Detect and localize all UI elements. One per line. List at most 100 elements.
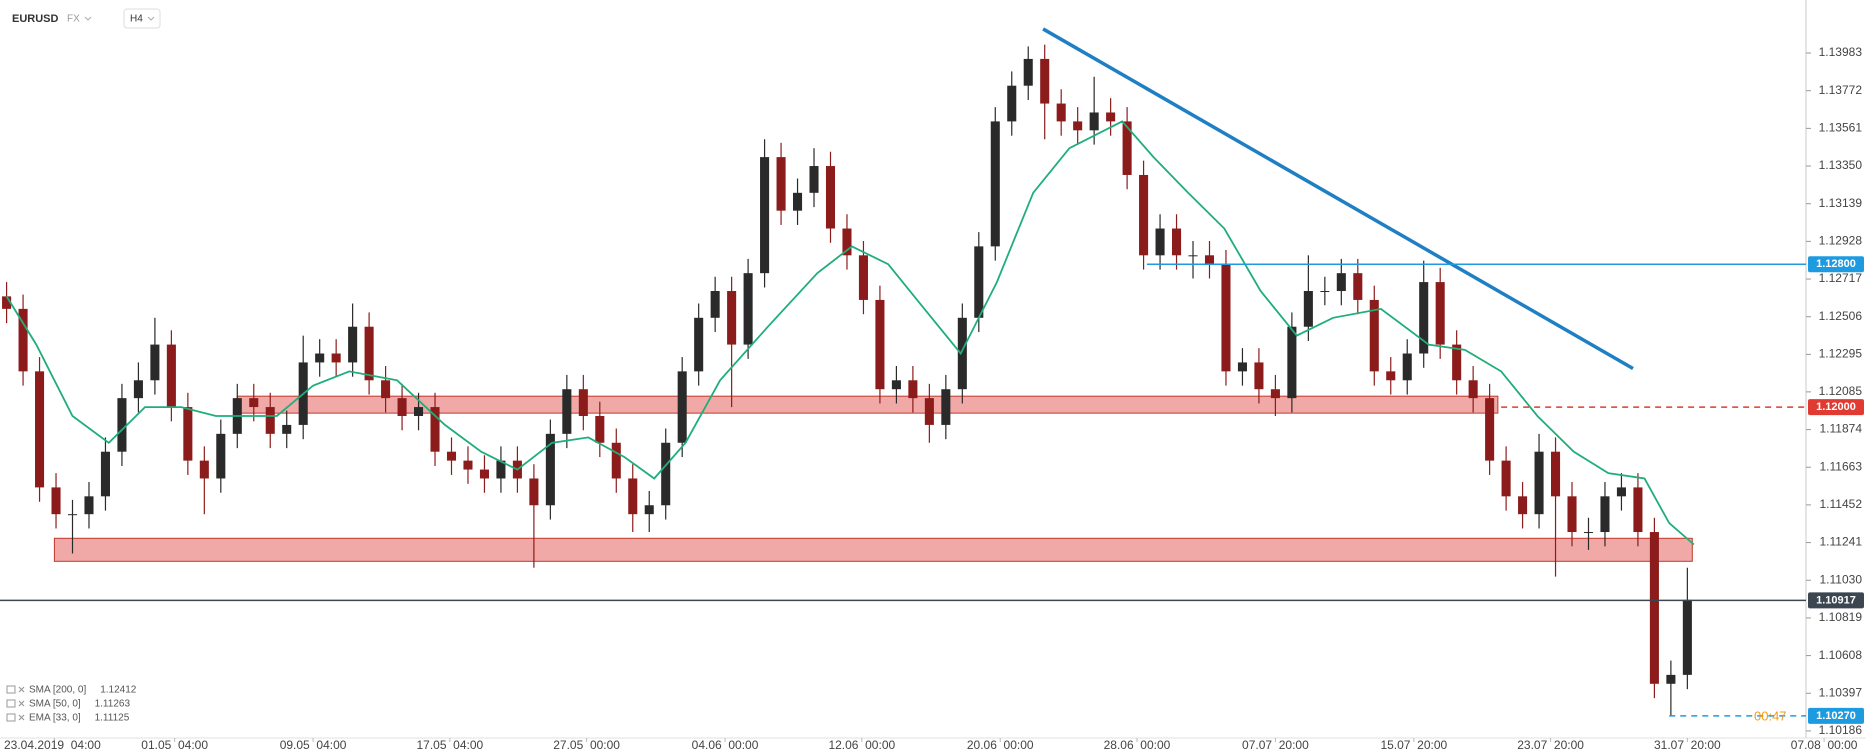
candle-body [1633, 487, 1643, 533]
market: FX [67, 14, 80, 25]
legend-value: 1.11263 [95, 699, 131, 710]
y-tick-label: 1.10397 [1819, 685, 1863, 699]
candle-body [1369, 299, 1379, 372]
candle-body [1320, 291, 1330, 293]
legend-value: 1.12412 [100, 685, 137, 696]
legend-label: SMA [50, 0] [29, 699, 81, 710]
candle-body [1583, 532, 1594, 534]
candle-body [166, 344, 176, 408]
legend-icon [6, 685, 16, 694]
timeframe-box[interactable] [123, 8, 161, 29]
x-tick-label: 23.07 20:00 [1517, 738, 1584, 752]
ema-line [5, 120, 1695, 546]
candle-body [1386, 371, 1396, 381]
timeframe[interactable]: H4 [130, 14, 143, 25]
candle-body [727, 291, 737, 345]
candle-body [1023, 58, 1033, 86]
x-tick-label: 04.06 00:00 [692, 738, 759, 752]
candle-body [793, 192, 803, 211]
candle-body [941, 389, 951, 425]
y-tick-label: 1.13772 [1819, 83, 1863, 97]
candle-body [84, 496, 94, 515]
x-tick-label: 15.07 20:00 [1380, 738, 1447, 752]
candle-body [694, 317, 704, 372]
candle-body [1649, 532, 1659, 684]
candle-body [1336, 273, 1346, 292]
candle-body [18, 308, 28, 372]
x-tick-label: 23.04.2019 04:00 [4, 738, 101, 752]
candle-body [908, 380, 918, 399]
y-tick-label: 1.10819 [1819, 610, 1863, 624]
candle-body [842, 228, 852, 256]
candle-body [529, 478, 539, 506]
candle-body [1567, 496, 1577, 533]
candle-body [100, 451, 110, 497]
candle-body [1040, 58, 1050, 104]
candle-body [974, 246, 984, 318]
candle-body [776, 157, 786, 211]
price-label-box [1808, 707, 1864, 724]
price-label: 1.12800 [1816, 258, 1856, 270]
candle-body [265, 407, 275, 434]
candle-body [611, 442, 621, 479]
x-tick-label: 17.05 04:00 [416, 738, 483, 752]
candle-body [364, 326, 374, 381]
candle-body [661, 442, 671, 506]
support-zone [236, 395, 1499, 414]
candle-body [710, 291, 720, 318]
symbol[interactable]: EURUSD [12, 13, 59, 25]
candle-body [760, 157, 770, 274]
price-label-box [1808, 399, 1864, 416]
candle-body [809, 166, 819, 193]
legend-label: EMA [33, 0] [29, 713, 81, 724]
candle-body [331, 353, 341, 363]
candle-body [1353, 273, 1363, 300]
candle-body [1666, 674, 1676, 684]
candle-body [1600, 496, 1610, 533]
candle-body [990, 121, 1000, 247]
candle-body [957, 317, 967, 390]
candle-body [414, 407, 424, 416]
candle-body [463, 460, 473, 470]
candle-body [1089, 112, 1099, 131]
candle-body [1485, 398, 1495, 461]
x-tick-label: 12.06 00:00 [828, 738, 895, 752]
candle-body [1139, 174, 1149, 256]
header: EURUSD FX H4 [12, 8, 161, 29]
candle-body [67, 514, 78, 516]
countdown: 00:47 [1754, 708, 1787, 723]
candle-body [677, 371, 687, 443]
price-label: 1.12000 [1816, 401, 1856, 413]
dropdown-arrow [147, 16, 155, 21]
candle-body [1106, 112, 1116, 122]
y-tick-label: 1.12295 [1819, 347, 1863, 361]
x-tick-label: 20.06 00:00 [967, 738, 1034, 752]
trendline [1042, 27, 1634, 371]
candle-body [875, 299, 885, 390]
y-tick-label: 1.13139 [1819, 196, 1863, 210]
candle-body [1270, 389, 1280, 399]
candle-body [545, 433, 555, 506]
x-tick-label: 28.06 00:00 [1104, 738, 1171, 752]
candle-body [1435, 282, 1445, 345]
y-tick-label: 1.11874 [1820, 422, 1863, 436]
x-tick-label: 07.08 00:00 [1791, 738, 1858, 752]
y-tick-label: 1.13561 [1819, 121, 1863, 135]
y-tick-label: 1.10186 [1819, 723, 1863, 737]
support-zone [53, 537, 1693, 562]
candle-body [1287, 326, 1297, 399]
candle-body [1056, 103, 1066, 122]
candle-body [183, 407, 193, 461]
y-tick-label: 1.12085 [1819, 384, 1863, 398]
candle-body [282, 424, 292, 434]
y-tick-label: 1.13983 [1819, 45, 1863, 59]
candle-body [1122, 121, 1132, 175]
candle-body [1073, 121, 1083, 131]
candle-body [891, 380, 901, 390]
legend-label: SMA [200, 0] [29, 685, 86, 696]
price-label-box [1808, 256, 1864, 273]
x-tick-label: 01.05 04:00 [141, 738, 208, 752]
candle-body [578, 389, 588, 416]
